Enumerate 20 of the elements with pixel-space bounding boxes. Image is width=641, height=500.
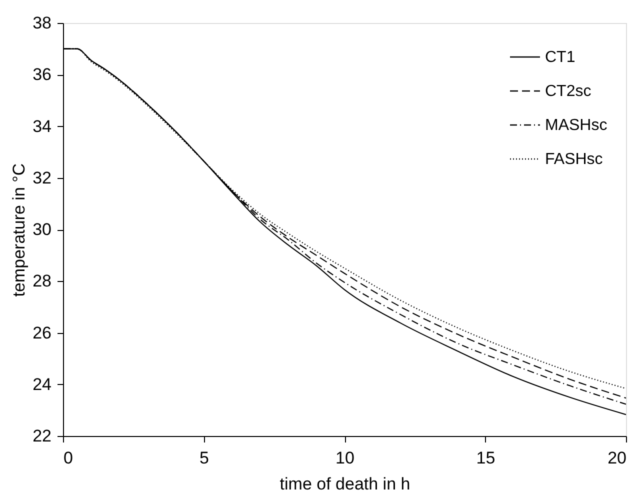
legend-label: CT2sc [545,83,592,100]
legend-label: CT1 [545,49,576,66]
y-tick-label: 34 [32,116,52,136]
y-tick-label: 38 [32,14,52,32]
x-tick-label: 0 [64,448,73,468]
x-tick-label: 10 [336,448,354,468]
y-tick-label: 36 [32,65,52,84]
y-tick-label: 24 [32,374,52,394]
y-tick-label: 28 [32,272,52,291]
x-axis-title: time of death in h [280,474,410,494]
y-tick-label: 22 [32,426,52,446]
y-tick-label: 30 [32,220,52,239]
y-tick-label: 32 [32,168,52,188]
y-tick-label: 26 [32,323,52,342]
x-tick-label: 15 [476,448,496,468]
legend-label: MASHsc [545,117,608,134]
y-axis-title: temperature in °C [10,163,29,297]
x-tick-label: 5 [200,448,209,468]
legend-label: FASHsc [545,151,603,168]
x-tick-label: 20 [608,448,626,468]
